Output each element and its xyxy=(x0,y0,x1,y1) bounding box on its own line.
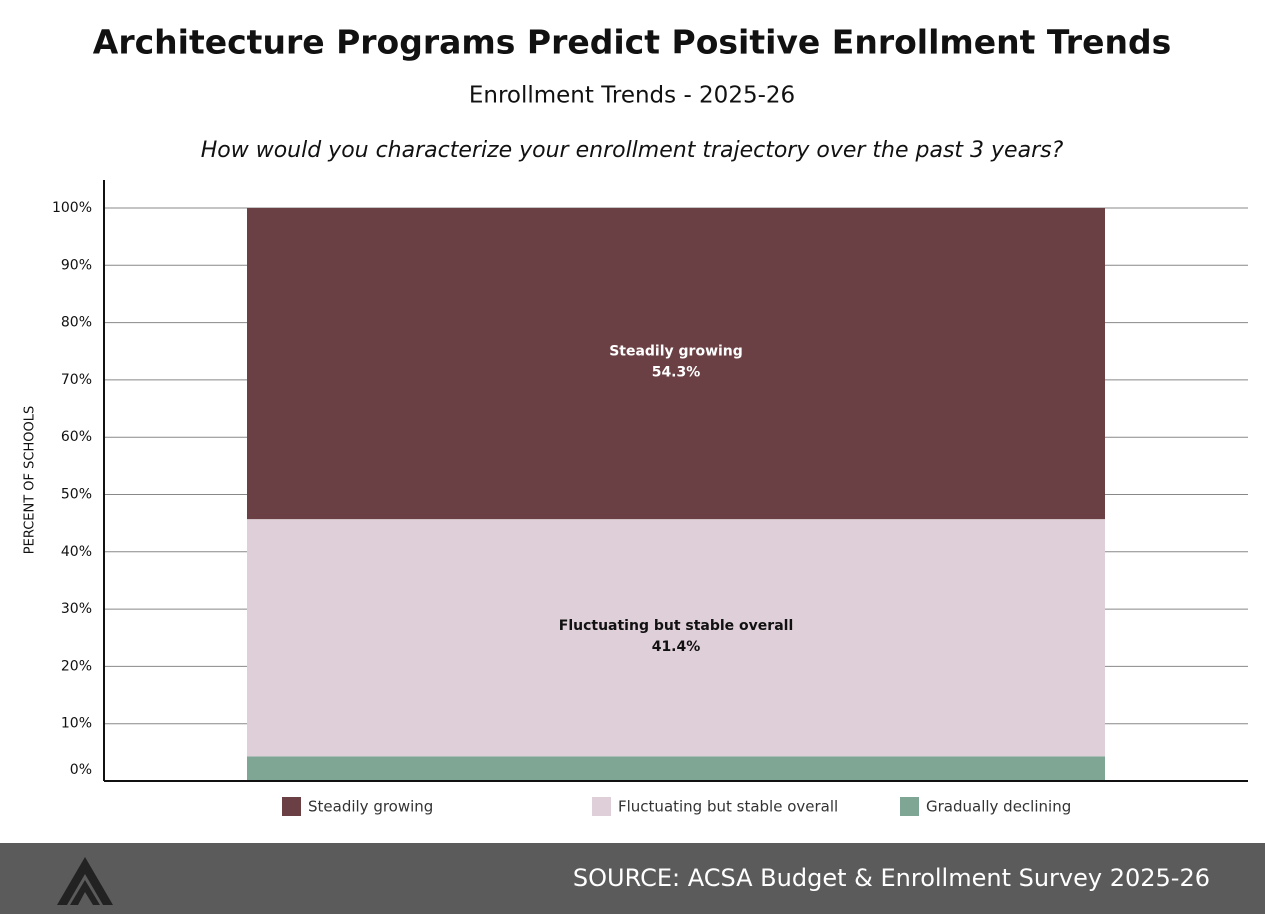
chart-subtitle: Enrollment Trends - 2025-26 xyxy=(469,83,795,109)
y-tick-label: 70% xyxy=(61,372,92,388)
data-label: 41.4% xyxy=(652,639,701,655)
y-tick-label: 30% xyxy=(61,601,92,617)
source: SOURCE: ACSA Budget & Enrollment Survey … xyxy=(573,864,1210,892)
legend-label: Fluctuating but stable overall xyxy=(618,798,838,816)
y-tick-label: 0% xyxy=(70,762,92,778)
y-tick-label: 20% xyxy=(61,658,92,674)
footer xyxy=(0,843,1265,914)
logo xyxy=(57,857,113,905)
legend-swatch xyxy=(592,797,611,816)
y-tick-label: 60% xyxy=(61,429,92,445)
legend-label: Steadily growing xyxy=(308,798,433,816)
data-label: 54.3% xyxy=(652,365,701,381)
y-tick-label: 90% xyxy=(61,257,92,273)
segment-name: Fluctuating but stable overall xyxy=(559,618,794,634)
y-tick-label: 40% xyxy=(61,544,92,560)
y-tick-label: 100% xyxy=(52,200,92,216)
bar-segment xyxy=(247,519,1105,757)
legend-label: Gradually declining xyxy=(926,798,1071,816)
y-tick-label: 80% xyxy=(61,315,92,331)
legend-swatch xyxy=(282,797,301,816)
legend: Steadily growing Fluctuating but stable o… xyxy=(282,797,1071,816)
bar-segment xyxy=(247,756,1105,781)
y-axis-title: PERCENT OF SCHOOLS xyxy=(23,406,38,554)
bars: Fluctuating but stable overall 41.4% Stead… xyxy=(247,208,1105,781)
y-tick-label: 10% xyxy=(61,716,92,732)
bar-segment xyxy=(247,208,1105,520)
question: How would you characterize your enrollme… xyxy=(201,138,1064,163)
segment-name: Steadily growing xyxy=(609,344,743,360)
chart-title: Architecture Programs Predict Positive E… xyxy=(93,23,1171,62)
legend-swatch xyxy=(900,797,919,816)
y-tick-label: 50% xyxy=(61,487,92,503)
